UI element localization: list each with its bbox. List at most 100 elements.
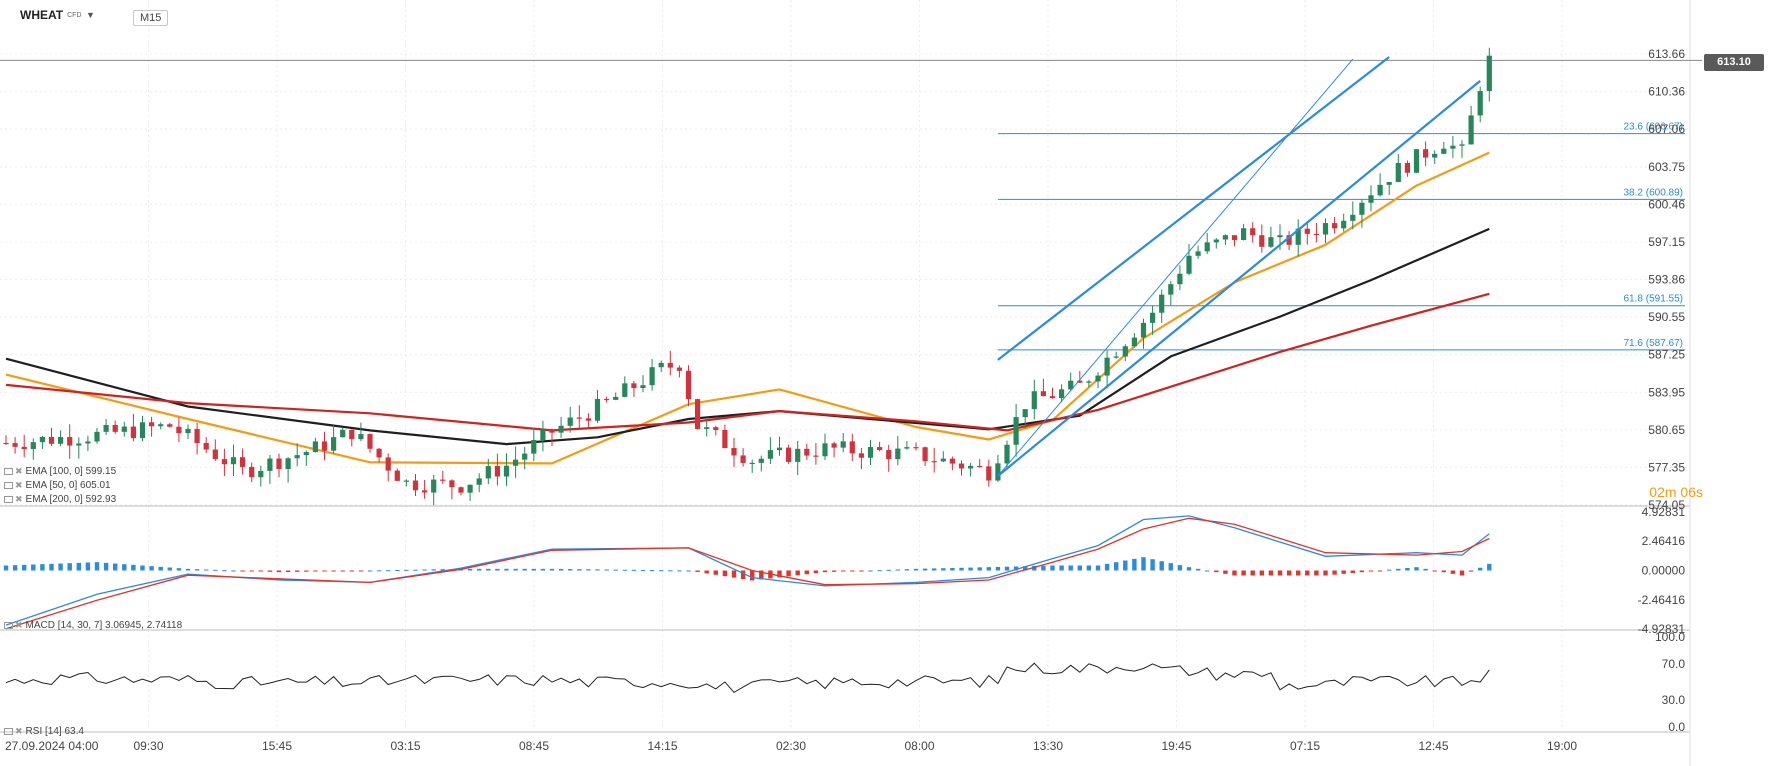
- candle-body: [412, 480, 419, 491]
- candle-body: [1350, 214, 1356, 221]
- candle-countdown: 02m 06s: [1649, 484, 1703, 500]
- macd-histogram-bar: [804, 570, 809, 575]
- rsi-legend[interactable]: ✖ RSI [14] 63.4: [4, 726, 84, 737]
- candle-body: [21, 446, 27, 450]
- candle-body: [494, 466, 500, 477]
- time-tick-label: 03:15: [390, 739, 420, 753]
- macd-histogram-bar: [831, 570, 837, 572]
- candle-body: [203, 443, 209, 450]
- candle-body: [1368, 195, 1374, 203]
- candle-body: [76, 443, 82, 446]
- candle-body: [340, 429, 346, 438]
- ema200-legend[interactable]: ✖ EMA [200, 0] 592.93: [4, 494, 116, 505]
- candle-body: [576, 417, 582, 419]
- eye-icon[interactable]: [4, 495, 13, 503]
- macd-histogram-bar: [1177, 565, 1183, 571]
- close-icon[interactable]: ✖: [15, 620, 23, 630]
- macd-histogram-bar: [631, 569, 637, 571]
- macd-histogram-bar: [1232, 570, 1237, 576]
- ema50-legend[interactable]: ✖ EMA [50, 0] 605.01: [4, 480, 111, 491]
- macd-histogram-bar: [695, 570, 700, 572]
- candle-body: [221, 459, 227, 465]
- ema100-legend[interactable]: ✖ EMA [100, 0] 599.15: [4, 466, 116, 477]
- candle-body: [1204, 242, 1210, 252]
- eye-icon[interactable]: [4, 467, 13, 475]
- macd-legend[interactable]: ✖ MACD [14, 30, 7] 3.06945, 2.74118: [4, 620, 182, 631]
- macd-histogram-bar: [968, 567, 973, 571]
- macd-histogram-bar: [131, 564, 136, 571]
- candle-body: [1423, 149, 1429, 158]
- macd-histogram-bar: [477, 568, 482, 571]
- candle-body: [1268, 237, 1274, 247]
- macd-histogram-bar: [1368, 570, 1374, 572]
- symbol-dropdown-icon[interactable]: ▼: [86, 10, 95, 20]
- macd-histogram-bar: [122, 564, 127, 571]
- macd-histogram-bar: [586, 569, 591, 571]
- candle-body: [1450, 145, 1456, 149]
- macd-histogram-bar: [1414, 567, 1419, 571]
- candle-body: [1049, 396, 1056, 399]
- last-price-tag: 613.10: [1704, 54, 1764, 71]
- macd-histogram-bar: [31, 564, 36, 571]
- time-tick-label: 15:45: [262, 739, 292, 753]
- candle-body: [895, 448, 901, 460]
- macd-histogram-bar: [786, 570, 791, 577]
- macd-histogram-bar: [22, 564, 27, 571]
- macd-histogram-bar: [577, 569, 582, 571]
- eye-icon[interactable]: [4, 481, 13, 489]
- eye-icon[interactable]: [4, 621, 13, 629]
- time-tick-label: 09:30: [133, 739, 163, 753]
- candle-body: [831, 443, 837, 448]
- candle-body: [649, 367, 655, 386]
- macd-histogram-bar: [349, 570, 354, 572]
- candle-body: [1040, 391, 1046, 397]
- close-icon[interactable]: ✖: [15, 726, 23, 736]
- candle-body: [1277, 235, 1283, 238]
- candle-body: [1395, 162, 1401, 183]
- close-icon[interactable]: ✖: [15, 480, 23, 490]
- candles: [3, 47, 1492, 506]
- macd-histogram-bar: [1013, 566, 1019, 571]
- macd-histogram-bar: [822, 570, 828, 573]
- time-tick-label: 12:45: [1418, 739, 1448, 753]
- macd-histogram-bar: [1441, 570, 1446, 573]
- ema50-label: EMA [50, 0] 605.01: [25, 480, 111, 491]
- candle-body: [130, 426, 136, 439]
- candle-body: [1413, 149, 1420, 173]
- time-tick-label: 19:00: [1547, 739, 1577, 753]
- candle-body: [695, 399, 701, 429]
- macd-histogram-bar: [513, 568, 518, 571]
- candle-body: [640, 385, 646, 389]
- macd-histogram-bar: [1059, 565, 1064, 571]
- candle-body: [631, 383, 637, 389]
- candle-body: [822, 443, 828, 457]
- candle-body: [958, 463, 965, 469]
- candle-body: [1332, 223, 1338, 229]
- eye-icon[interactable]: [4, 727, 13, 735]
- macd-histogram-bar: [759, 570, 764, 580]
- macd-histogram-bar: [140, 565, 145, 571]
- macd-histogram-bar: [1332, 570, 1337, 575]
- candle-body: [3, 442, 9, 445]
- timeframe-selector[interactable]: M15: [133, 10, 169, 26]
- macd-histogram-bar: [1168, 563, 1173, 571]
- price-tick-label: 580.65: [1648, 423, 1685, 437]
- close-icon[interactable]: ✖: [15, 494, 23, 504]
- candle-body: [749, 462, 755, 465]
- close-icon[interactable]: ✖: [15, 466, 23, 476]
- candle-body: [212, 449, 218, 460]
- trend-channel-upper: [997, 56, 1390, 361]
- macd-histogram-bar: [722, 570, 728, 577]
- candle-body: [940, 458, 946, 462]
- symbol-name[interactable]: WHEAT CFD: [20, 8, 82, 22]
- candle-body: [349, 429, 355, 440]
- candle-body: [1177, 273, 1183, 285]
- candle-body: [167, 424, 173, 427]
- macd-histogram-bar: [367, 570, 373, 572]
- fib-level-label: 71.6 (587.67): [1624, 338, 1684, 349]
- macd-histogram-bar: [1259, 570, 1264, 576]
- macd-histogram-bar: [1041, 565, 1046, 571]
- macd-tick-label: -2.46416: [1638, 593, 1686, 607]
- candle-body: [485, 466, 491, 479]
